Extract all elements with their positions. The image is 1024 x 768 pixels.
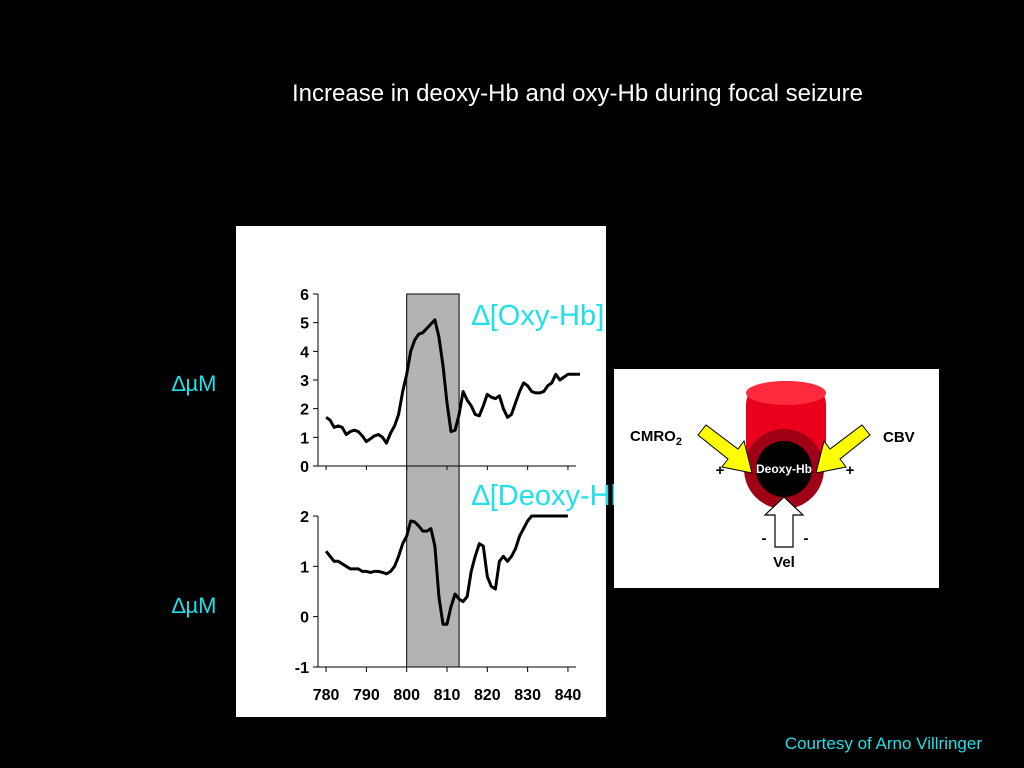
hemoglobin-chart: 0 1 2 3 4 5 6 -1 0 1 2 780 790 800 810 820 830 840 (295, 287, 582, 704)
deoxy-hb-label: ∆[Deoxy-Hb] (472, 480, 635, 512)
cbv-label: CBV (883, 429, 915, 446)
slide-title: Increase in deoxy-Hb and oxy-Hb during f… (292, 80, 863, 107)
y-tick-label-1: 3 (300, 373, 309, 390)
courtesy-credit: Courtesy of Arno Villringer (784, 734, 982, 753)
chart-panel: 0 1 2 3 4 5 6 -1 0 1 2 780 790 800 810 820 830 840 (236, 226, 606, 717)
unit-label-top: ∆µM (172, 371, 217, 396)
unit-label-bottom: ∆µM (172, 593, 217, 618)
series-line-1 (325, 318, 580, 445)
cbv-arrow-icon (815, 424, 871, 474)
x-tick-label: 800 (393, 687, 420, 704)
y-tick-label-1: 2 (300, 402, 309, 419)
minus-right: - (804, 530, 809, 547)
vel-label: Vel (773, 554, 795, 571)
vel-arrow-icon (763, 496, 805, 548)
x-tick-label: 840 (555, 687, 582, 704)
y-tick-label-1: 6 (300, 287, 309, 304)
vessel-lumen (756, 441, 812, 497)
y-tick-label-2: 0 (300, 610, 309, 627)
oxy-hb-label: ∆[Oxy-Hb] (472, 300, 605, 332)
vessel-diagram-graphic: Deoxy-Hb CMRO2 CBV + + - - Vel (630, 381, 915, 571)
y-tick-label-2: 2 (300, 509, 309, 526)
minus-left: - (762, 530, 767, 547)
x-tick-label: 780 (313, 687, 340, 704)
y-tick-label-1: 0 (300, 459, 309, 476)
x-tick-label: 820 (474, 687, 501, 704)
x-tick-label: 830 (514, 687, 541, 704)
plus-right: + (846, 462, 855, 479)
y-tick-label-1: 1 (300, 430, 309, 447)
y-tick-label-2: -1 (295, 660, 309, 677)
cmro2-label: CMRO2 (630, 428, 682, 448)
plus-left: + (716, 462, 725, 479)
y-tick-label-1: 4 (300, 344, 309, 361)
x-tick-label: 810 (434, 687, 461, 704)
cmro2-arrow-icon (697, 424, 753, 474)
x-tick-label: 790 (353, 687, 380, 704)
vessel-diagram: Deoxy-Hb CMRO2 CBV + + - - Vel (614, 369, 939, 588)
y-tick-label-2: 1 (300, 559, 309, 576)
vessel-top-highlight (746, 381, 826, 405)
y-tick-label-1: 5 (300, 316, 309, 333)
deoxy-hb-center-text: Deoxy-Hb (756, 462, 812, 476)
series-line-2 (324, 514, 568, 626)
